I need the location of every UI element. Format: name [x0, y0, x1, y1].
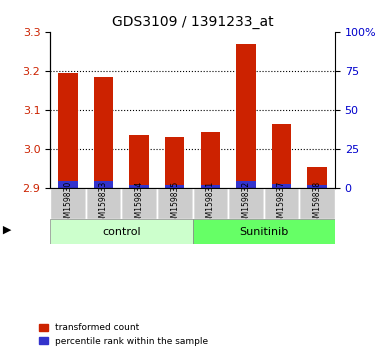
FancyBboxPatch shape [192, 188, 228, 219]
Bar [94, 77, 113, 188]
Bar [129, 136, 149, 188]
Bar [272, 124, 291, 188]
Bar [307, 185, 327, 188]
Text: Sunitinib: Sunitinib [239, 227, 288, 237]
FancyBboxPatch shape [157, 188, 192, 219]
Bar [201, 185, 220, 188]
FancyBboxPatch shape [192, 219, 335, 244]
Text: GSM159831: GSM159831 [206, 181, 215, 227]
FancyBboxPatch shape [50, 188, 85, 219]
Text: GSM159832: GSM159832 [241, 181, 250, 227]
Bar [165, 185, 184, 188]
Bar [236, 44, 256, 188]
Bar [236, 181, 256, 188]
Bar [307, 167, 327, 188]
Bar [201, 132, 220, 188]
Bar [94, 181, 113, 188]
Bar [272, 184, 291, 188]
FancyBboxPatch shape [50, 219, 192, 244]
FancyBboxPatch shape [228, 188, 264, 219]
Text: GSM159835: GSM159835 [170, 181, 179, 227]
FancyBboxPatch shape [264, 188, 300, 219]
Text: agent ▶: agent ▶ [0, 225, 12, 235]
FancyBboxPatch shape [300, 188, 335, 219]
Legend: transformed count, percentile rank within the sample: transformed count, percentile rank withi… [35, 320, 212, 349]
Text: control: control [102, 227, 141, 237]
Title: GDS3109 / 1391233_at: GDS3109 / 1391233_at [112, 16, 273, 29]
Bar [165, 137, 184, 188]
FancyBboxPatch shape [121, 188, 157, 219]
FancyBboxPatch shape [85, 188, 121, 219]
Bar [58, 181, 78, 188]
Text: GSM159830: GSM159830 [64, 181, 72, 227]
Text: GSM159833: GSM159833 [99, 181, 108, 227]
Bar [129, 185, 149, 188]
Text: GSM159834: GSM159834 [135, 181, 144, 227]
Text: GSM159838: GSM159838 [313, 181, 321, 227]
Bar [58, 73, 78, 188]
Text: GSM159837: GSM159837 [277, 181, 286, 227]
